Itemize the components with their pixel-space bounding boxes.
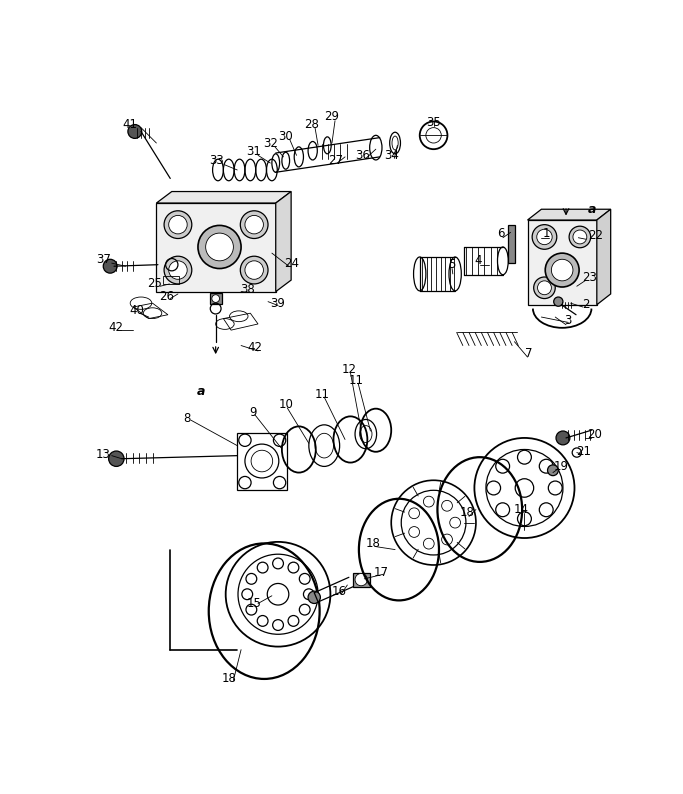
Text: 20: 20 [587,428,602,441]
Text: 27: 27 [329,154,344,168]
Circle shape [169,215,187,234]
Polygon shape [527,220,597,305]
Text: 9: 9 [249,406,256,419]
Text: 41: 41 [122,118,137,131]
Text: 14: 14 [514,503,529,516]
Circle shape [109,451,124,466]
Circle shape [554,297,563,306]
Circle shape [169,261,187,279]
Text: 18: 18 [222,673,237,685]
Circle shape [245,261,264,279]
Circle shape [548,464,558,476]
Text: 12: 12 [342,363,357,376]
Text: 21: 21 [576,445,591,458]
Text: 22: 22 [589,229,604,242]
Circle shape [308,592,320,603]
Text: 33: 33 [209,154,224,168]
Text: 34: 34 [384,148,399,162]
Circle shape [103,260,117,273]
Circle shape [206,233,234,261]
Circle shape [355,573,367,586]
Text: 23: 23 [583,272,598,284]
Circle shape [533,277,555,299]
Circle shape [573,230,587,244]
Text: 11: 11 [349,374,364,387]
Text: 36: 36 [355,148,370,162]
Text: 16: 16 [331,585,346,599]
Text: 19: 19 [554,460,569,473]
Text: 40: 40 [129,304,144,318]
Circle shape [569,226,591,248]
Text: 17: 17 [374,566,389,579]
Text: 32: 32 [263,137,278,149]
Polygon shape [597,210,611,305]
Circle shape [532,225,557,249]
Text: a: a [588,202,596,216]
Text: 29: 29 [324,110,339,123]
Text: 30: 30 [279,129,293,143]
Text: 11: 11 [314,387,329,400]
Circle shape [164,210,192,238]
Text: a: a [197,385,205,399]
Text: 1: 1 [543,227,550,241]
Circle shape [538,281,551,295]
Text: 26: 26 [159,290,174,303]
Polygon shape [156,191,291,203]
Text: 38: 38 [240,283,255,296]
Text: 18: 18 [460,506,475,519]
Text: 8: 8 [184,412,191,425]
Text: 37: 37 [96,252,111,266]
Bar [508,225,515,263]
Circle shape [198,225,241,268]
Polygon shape [276,191,291,291]
Text: 35: 35 [426,116,441,129]
Circle shape [537,229,552,245]
Text: 13: 13 [96,449,111,461]
Bar [352,572,370,587]
Text: 42: 42 [247,341,262,354]
Text: 24: 24 [283,256,298,270]
Circle shape [551,260,573,281]
Text: 39: 39 [270,297,285,310]
Circle shape [164,256,192,284]
Bar [237,433,288,490]
Text: 18: 18 [365,537,380,550]
Text: 5: 5 [448,258,456,272]
Polygon shape [527,210,611,220]
Text: 6: 6 [498,227,505,241]
Text: 10: 10 [278,399,293,411]
Circle shape [240,256,268,284]
Text: 28: 28 [304,118,318,131]
Circle shape [545,253,579,287]
Text: 2: 2 [583,299,590,311]
Text: 25: 25 [148,277,163,291]
Circle shape [556,431,570,445]
Circle shape [212,295,219,303]
Bar [210,293,222,304]
Polygon shape [156,203,276,291]
Text: 3: 3 [565,314,572,327]
Text: 42: 42 [109,322,124,334]
Circle shape [240,210,268,238]
Text: 7: 7 [525,347,532,360]
Circle shape [128,125,142,138]
Text: 15: 15 [247,597,262,610]
Circle shape [245,215,264,234]
Text: 4: 4 [475,254,482,268]
Text: 31: 31 [246,145,261,158]
